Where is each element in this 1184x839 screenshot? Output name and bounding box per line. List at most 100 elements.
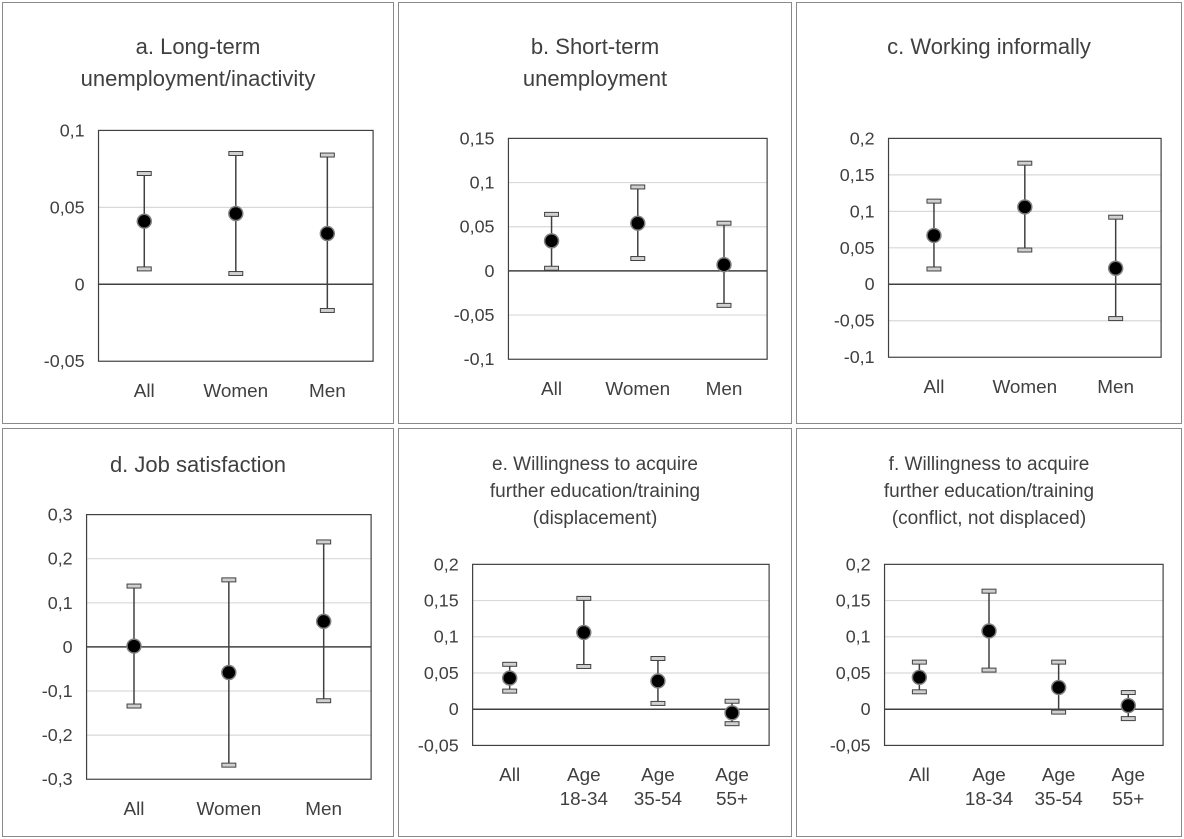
x-category-label: All <box>123 799 144 820</box>
plot-frame <box>472 563 770 747</box>
error-cap-lower <box>221 762 237 768</box>
chart-panel-d: d. Job satisfaction 0,3 0,2 0,1 0 -0,1 -0,2 -0,… <box>2 428 394 837</box>
error-cap-lower <box>981 667 997 673</box>
chart-title-line: further education/training <box>883 481 1095 502</box>
data-point <box>136 213 152 229</box>
error-cap-upper <box>1120 690 1136 696</box>
y-tick-label: 0,05 <box>424 663 459 683</box>
error-cap-lower <box>650 700 666 706</box>
error-cap-upper <box>576 595 592 601</box>
data-point <box>911 669 928 686</box>
chart-title-line: b. Short-term <box>530 34 660 59</box>
chart-title-line: a. Long-term <box>135 34 261 59</box>
x-category-label: Women <box>196 799 261 820</box>
error-cap-upper <box>716 220 732 226</box>
plot-frame <box>97 129 374 362</box>
chart-panel-a: a. Long-term unemployment/inactivity 0,1 0,… <box>2 2 394 424</box>
y-tick-label: -0,05 <box>44 351 85 371</box>
x-category-label: Age <box>1111 765 1145 786</box>
error-cap-lower <box>316 698 332 704</box>
error-cap-lower <box>1108 316 1124 322</box>
y-tick-label: -0,1 <box>464 349 495 369</box>
chart-title-line: c. Working informally <box>887 34 1091 59</box>
chart-panel-b: b. Short-term unemployment 0,15 0,1 0,05 0 -0,… <box>398 2 792 424</box>
data-point <box>315 613 332 630</box>
x-category-label: All <box>923 377 944 398</box>
x-category-label: 55+ <box>1112 789 1144 810</box>
y-tick-label: -0,05 <box>454 305 495 325</box>
error-cap-lower <box>724 721 740 727</box>
chart-title: a. Long-term unemployment/inactivity <box>3 31 393 95</box>
y-tick-label: 0,05 <box>460 217 495 237</box>
x-category-label: Age <box>1042 765 1076 786</box>
y-tick-label: 0,1 <box>470 173 495 193</box>
y-tick-label: 0 <box>449 699 459 719</box>
y-tick-label: -0,3 <box>42 769 73 789</box>
x-category-label: 18-34 <box>965 789 1013 810</box>
error-cap-lower <box>1051 709 1067 715</box>
y-tick-label: -0,1 <box>42 681 73 701</box>
error-cap-upper <box>1108 214 1124 220</box>
y-tick-label: 0 <box>865 274 875 294</box>
x-category-label: 35-54 <box>1034 789 1082 810</box>
y-tick-label: 0 <box>861 699 871 719</box>
chart-title: b. Short-term unemployment <box>399 31 791 95</box>
error-cap-upper <box>316 539 332 545</box>
data-point <box>650 673 666 689</box>
chart-title-line: unemployment <box>522 66 668 91</box>
error-cap-upper <box>650 656 666 661</box>
x-category-label: Age <box>641 765 675 786</box>
error-cap-upper <box>502 661 518 667</box>
chart-title-line: (conflict, not displaced) <box>891 508 1087 529</box>
error-cap-lower <box>544 265 560 271</box>
y-tick-label: -0,05 <box>418 735 459 755</box>
plot-frame <box>85 514 372 780</box>
error-cap-lower <box>502 688 518 694</box>
chart-title-line: d. Job satisfaction <box>109 452 287 477</box>
plot-frame <box>887 137 1162 358</box>
error-cap-lower <box>630 256 646 262</box>
y-tick-label: 0,15 <box>836 591 871 611</box>
x-category-label: Age <box>715 765 749 786</box>
y-tick-label: -0,1 <box>844 347 875 367</box>
error-cap-lower <box>716 302 732 308</box>
x-category-label: Women <box>203 381 268 402</box>
y-tick-label: 0,05 <box>840 238 875 258</box>
y-tick-label: 0 <box>75 274 85 294</box>
chart-panel-e: e. Willingness to acquire further educati… <box>398 428 792 837</box>
error-cap-lower <box>136 266 152 272</box>
y-tick-label: 0,2 <box>846 554 871 574</box>
data-point <box>981 623 997 639</box>
chart-plot: 0,1 0,05 0 -0,05 All Women Men <box>44 120 374 402</box>
x-category-label: Women <box>992 377 1057 398</box>
error-cap-upper <box>1017 160 1033 166</box>
data-point <box>221 664 237 681</box>
error-cap-lower <box>926 266 942 272</box>
chart-title-line: further education/training <box>489 481 701 502</box>
x-category-label: Women <box>605 379 670 400</box>
error-cap-upper <box>1051 659 1067 665</box>
y-tick-label: 0,15 <box>460 128 495 148</box>
y-tick-label: 0,2 <box>434 554 459 574</box>
data-point <box>724 705 740 721</box>
data-point <box>630 215 646 231</box>
y-tick-label: -0,2 <box>42 725 73 745</box>
error-cap-lower <box>1017 247 1033 253</box>
y-tick-label: 0,1 <box>60 120 85 140</box>
error-cap-lower <box>1120 716 1136 722</box>
x-category-label: Men <box>309 381 346 402</box>
data-point <box>501 670 518 686</box>
data-point <box>1050 679 1067 696</box>
y-tick-label: 0 <box>485 261 495 281</box>
y-tick-label: 0,2 <box>48 549 73 569</box>
chart-title: f. Willingness to acquire further educati… <box>797 451 1181 532</box>
error-cap-upper <box>630 184 646 190</box>
chart-plot: 0,2 0,15 0,1 0,05 0 -0,05 All Age 18-34 Age 35-54 A… <box>418 554 770 810</box>
error-cap-upper <box>221 577 237 583</box>
chart-panel-c: c. Working informally 0,2 0,15 0,1 0,05 0 -0,0… <box>796 2 1182 424</box>
data-point <box>228 205 244 222</box>
data-point <box>926 227 942 244</box>
x-category-label: 55+ <box>716 789 748 810</box>
error-cap-upper <box>126 583 142 589</box>
